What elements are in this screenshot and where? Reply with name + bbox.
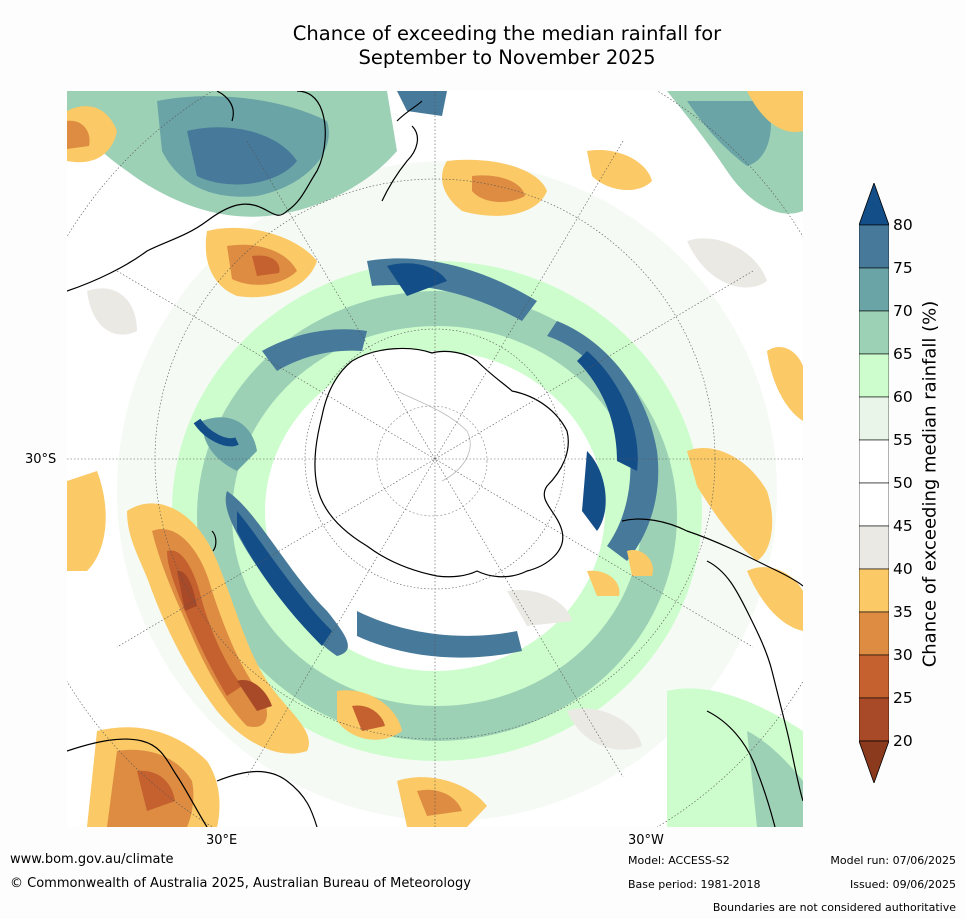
colorbar-tick-label: 40 [893, 560, 913, 578]
map-canvas [67, 91, 803, 827]
base-period-text: Base period: 1981-2018 [628, 878, 761, 891]
colorbar-tick-label: 80 [893, 216, 913, 234]
model-run-text: Model run: 07/06/2025 [830, 854, 956, 867]
colorbar-extend-above [859, 183, 889, 226]
title-line-2: September to November 2025 [358, 46, 656, 69]
colorbar-tick-label: 75 [893, 259, 913, 277]
colorbar-tick-label: 25 [893, 689, 913, 707]
title-line-1: Chance of exceeding the median rainfall … [292, 22, 722, 45]
colorbar-bin [859, 525, 889, 570]
website-link[interactable]: www.bom.gov.au/climate [10, 852, 174, 867]
colorbar-bin [859, 396, 889, 441]
colorbar-bin [859, 611, 889, 656]
colorbar-bin [859, 654, 889, 699]
colorbar-bin [859, 568, 889, 613]
issued-text: Issued: 09/06/2025 [849, 878, 956, 891]
colorbar [859, 183, 889, 783]
copyright-text: © Commonwealth of Australia 2025, Austra… [10, 876, 471, 891]
colorbar-tick-label: 70 [893, 302, 913, 320]
colorbar-tick-label: 65 [893, 345, 913, 363]
colorbar-tick-label: 45 [893, 517, 913, 535]
colorbar-bin [859, 353, 889, 398]
map-title: Chance of exceeding the median rainfall … [0, 22, 965, 70]
model-text: Model: ACCESS-S2 [628, 854, 730, 867]
colorbar-bin [859, 224, 889, 269]
coastlines [67, 91, 803, 827]
latitude-label-30s: 30°S [25, 452, 57, 467]
colorbar-bin [859, 482, 889, 527]
disclaimer-text: Boundaries are not considered authoritat… [712, 901, 956, 914]
colorbar-tick-label: 60 [893, 388, 913, 406]
colorbar-bin [859, 697, 889, 742]
colorbar-bin [859, 267, 889, 312]
colorbar-tick-label: 35 [893, 603, 913, 621]
colorbar-tick-label: 20 [893, 732, 913, 750]
colorbar-extend-below [859, 740, 889, 783]
colorbar-tick-label: 55 [893, 431, 913, 449]
colorbar-tick-label: 50 [893, 474, 913, 492]
colorbar-bin [859, 439, 889, 484]
colorbar-bin [859, 310, 889, 355]
longitude-label-30e: 30°E [206, 833, 238, 848]
graticule [67, 91, 803, 827]
colorbar-tick-label: 30 [893, 646, 913, 664]
antarctica [314, 347, 569, 578]
colorbar-label-text: Chance of exceeding median rainfall (%) [919, 300, 941, 668]
rainfall-map[interactable] [67, 91, 803, 827]
longitude-label-30w: 30°W [628, 833, 664, 848]
